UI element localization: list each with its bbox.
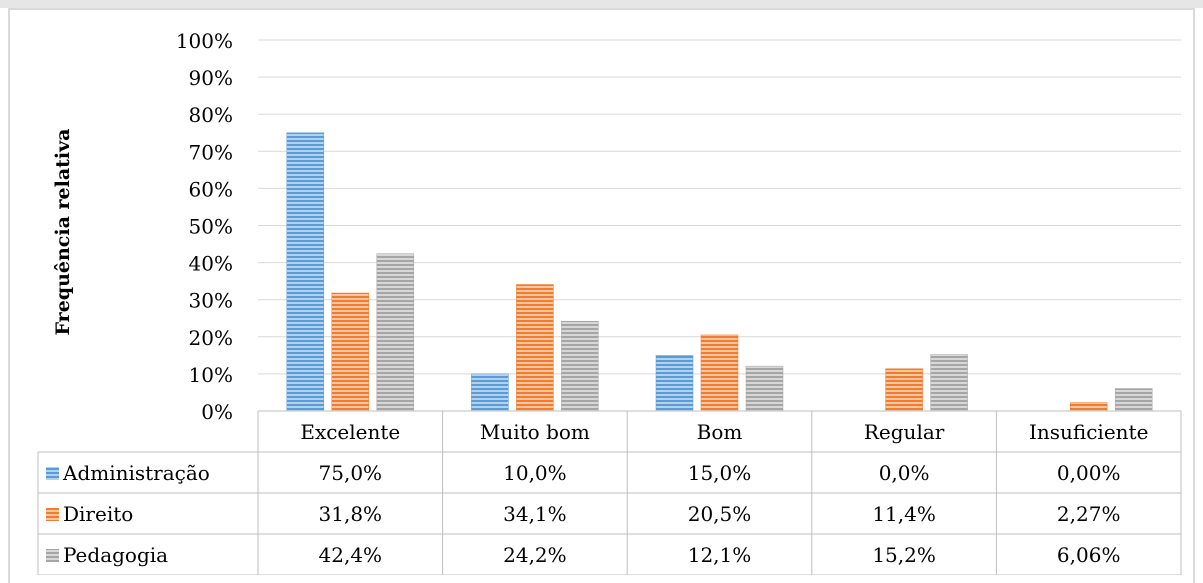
y-tick-label: 100%: [176, 29, 233, 53]
category-label: Bom: [697, 420, 743, 444]
legend-label: Pedagogia: [63, 543, 168, 567]
data-label: 15,2%: [872, 543, 936, 567]
bar-pedagogia-regular: [930, 354, 968, 412]
category-label: Muito bom: [480, 420, 590, 444]
category-label: Insuficiente: [1029, 420, 1148, 444]
bar-administração-bom: [655, 355, 694, 412]
data-label: 75,0%: [319, 461, 383, 485]
y-tick-label: 20%: [189, 326, 233, 350]
y-axis-label: Frequência relativa: [52, 129, 74, 336]
bar-direito-insuficiente: [1069, 402, 1108, 412]
category-label: Excelente: [300, 420, 400, 444]
y-tick-label: 90%: [189, 66, 233, 90]
y-tick-label: 30%: [189, 289, 233, 313]
y-tick-label: 40%: [189, 252, 233, 276]
data-label: 24,2%: [503, 543, 567, 567]
bar-direito-muito-bom: [516, 284, 554, 412]
data-label: 20,5%: [688, 502, 752, 526]
y-axis-ticks: 0% 10% 20% 30% 40% 50% 60% 70% 80% 90% 100%: [176, 29, 233, 424]
category-label: Regular: [864, 420, 945, 444]
data-label: 0,0%: [879, 461, 930, 485]
data-label: 6,06%: [1057, 543, 1121, 567]
bar-administração-excelente: [286, 132, 325, 412]
legend-swatch-direito: [46, 508, 59, 521]
bar-administração-muito-bom: [471, 373, 509, 412]
bar-pedagogia-excelente: [376, 253, 415, 412]
data-label: 34,1%: [503, 502, 567, 526]
data-label: 12,1%: [688, 543, 752, 567]
y-tick-label: 60%: [189, 177, 233, 201]
data-label: 0,00%: [1057, 461, 1121, 485]
data-table: Excelente Muito bom Bom Regular Insuficiente…: [37, 410, 1182, 575]
data-label: 11,4%: [872, 502, 936, 526]
top-band: [0, 0, 1203, 8]
y-tick-label: 80%: [189, 103, 233, 127]
bar-direito-regular: [885, 368, 923, 412]
legend-label: Direito: [63, 502, 133, 526]
bar-direito-excelente: [331, 292, 370, 412]
chart-frame: [8, 8, 1195, 583]
data-label: 31,8%: [319, 502, 383, 526]
y-tick-label: 0%: [201, 400, 233, 424]
y-tick-label: 50%: [189, 215, 233, 239]
legend-swatch-pedagogia: [46, 549, 59, 562]
bar-pedagogia-bom: [745, 365, 784, 412]
bar-direito-bom: [700, 334, 739, 412]
y-tick-label: 70%: [189, 140, 233, 164]
data-label: 10,0%: [503, 461, 567, 485]
y-tick-label: 10%: [189, 363, 233, 387]
data-label: 42,4%: [319, 543, 383, 567]
data-label: 15,0%: [688, 461, 752, 485]
bar-pedagogia-insuficiente: [1114, 388, 1153, 412]
legend-label: Administração: [62, 461, 210, 485]
bars: [286, 132, 1153, 412]
data-label: 2,27%: [1057, 502, 1121, 526]
bar-pedagogia-muito-bom: [561, 320, 599, 412]
legend-swatch-administração: [46, 467, 59, 480]
